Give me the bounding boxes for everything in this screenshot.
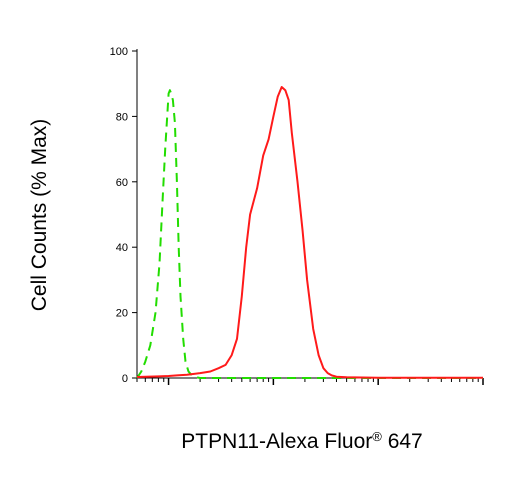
y-axis: 0 20 40 60 80 100 <box>110 46 138 385</box>
x-axis-title: PTPN11-Alexa Fluor® 647 <box>181 429 422 453</box>
x-axis-title-registered-mark: ® <box>372 429 382 444</box>
x-axis-title-tail: 647 <box>382 430 423 453</box>
x-axis <box>136 377 484 385</box>
y-tick-label: 60 <box>116 177 128 189</box>
series-layer <box>136 86 483 379</box>
control-histogram-line <box>136 89 483 379</box>
y-tick-label: 20 <box>116 308 128 320</box>
y-axis-title: Cell Counts (% Max) <box>28 119 51 312</box>
y-tick-label: 0 <box>122 373 128 385</box>
y-tick-label: 80 <box>116 111 128 123</box>
x-axis-title-main: PTPN11-Alexa Fluor <box>181 430 372 453</box>
y-tick-label: 100 <box>110 46 128 58</box>
y-tick-label: 40 <box>116 242 128 254</box>
stained-histogram-line <box>136 86 483 379</box>
